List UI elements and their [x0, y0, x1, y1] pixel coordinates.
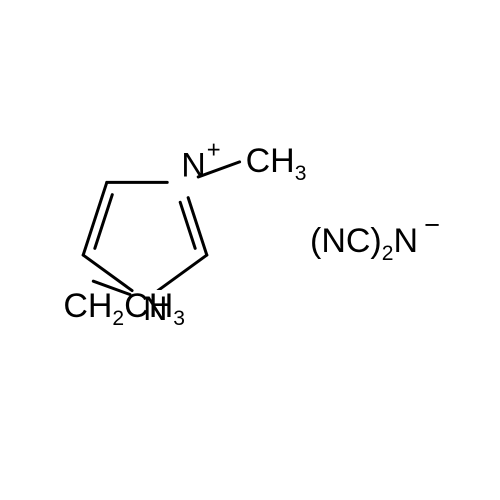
svg-text:N: N	[181, 146, 206, 184]
svg-text:CH2CH3: CH2CH3	[63, 287, 185, 330]
svg-text:+: +	[207, 137, 221, 164]
chemical-structure-diagram: N+NCH3CH2CH3(NC)2N−	[0, 0, 500, 500]
svg-text:−: −	[424, 209, 440, 240]
svg-text:(NC)2N: (NC)2N	[310, 222, 418, 265]
